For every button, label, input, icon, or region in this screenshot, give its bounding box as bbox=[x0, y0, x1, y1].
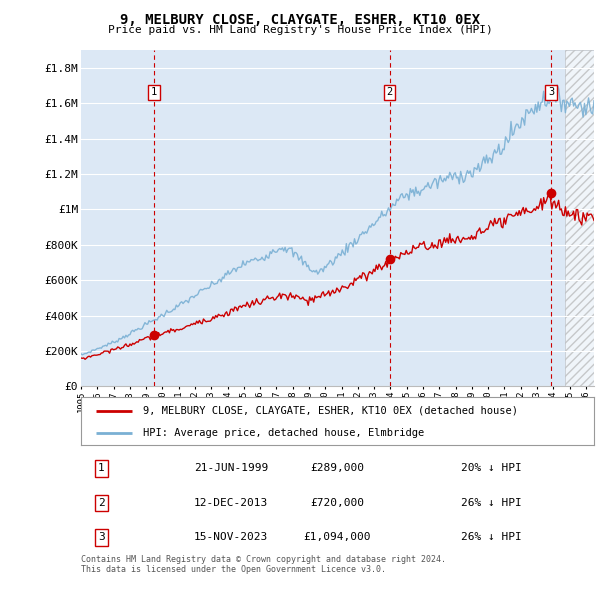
Text: 1: 1 bbox=[151, 87, 157, 97]
Bar bbox=[565, 50, 594, 386]
Text: 9, MELBURY CLOSE, CLAYGATE, ESHER, KT10 0EX (detached house): 9, MELBURY CLOSE, CLAYGATE, ESHER, KT10 … bbox=[143, 405, 518, 415]
Text: 3: 3 bbox=[548, 87, 554, 97]
Text: 12-DEC-2013: 12-DEC-2013 bbox=[194, 498, 268, 508]
Text: 2: 2 bbox=[98, 498, 105, 508]
Text: 21-JUN-1999: 21-JUN-1999 bbox=[194, 463, 268, 473]
Text: £289,000: £289,000 bbox=[311, 463, 365, 473]
Text: £1,094,000: £1,094,000 bbox=[304, 532, 371, 542]
Text: Price paid vs. HM Land Registry's House Price Index (HPI): Price paid vs. HM Land Registry's House … bbox=[107, 25, 493, 35]
Text: 9, MELBURY CLOSE, CLAYGATE, ESHER, KT10 0EX: 9, MELBURY CLOSE, CLAYGATE, ESHER, KT10 … bbox=[120, 13, 480, 27]
Text: 20% ↓ HPI: 20% ↓ HPI bbox=[461, 463, 522, 473]
Text: 1: 1 bbox=[98, 463, 105, 473]
Text: Contains HM Land Registry data © Crown copyright and database right 2024.
This d: Contains HM Land Registry data © Crown c… bbox=[81, 555, 446, 574]
Text: 26% ↓ HPI: 26% ↓ HPI bbox=[461, 532, 522, 542]
Text: 3: 3 bbox=[98, 532, 105, 542]
Text: HPI: Average price, detached house, Elmbridge: HPI: Average price, detached house, Elmb… bbox=[143, 428, 424, 438]
Text: 2: 2 bbox=[386, 87, 393, 97]
Text: £720,000: £720,000 bbox=[311, 498, 365, 508]
Text: 15-NOV-2023: 15-NOV-2023 bbox=[194, 532, 268, 542]
Text: 26% ↓ HPI: 26% ↓ HPI bbox=[461, 498, 522, 508]
